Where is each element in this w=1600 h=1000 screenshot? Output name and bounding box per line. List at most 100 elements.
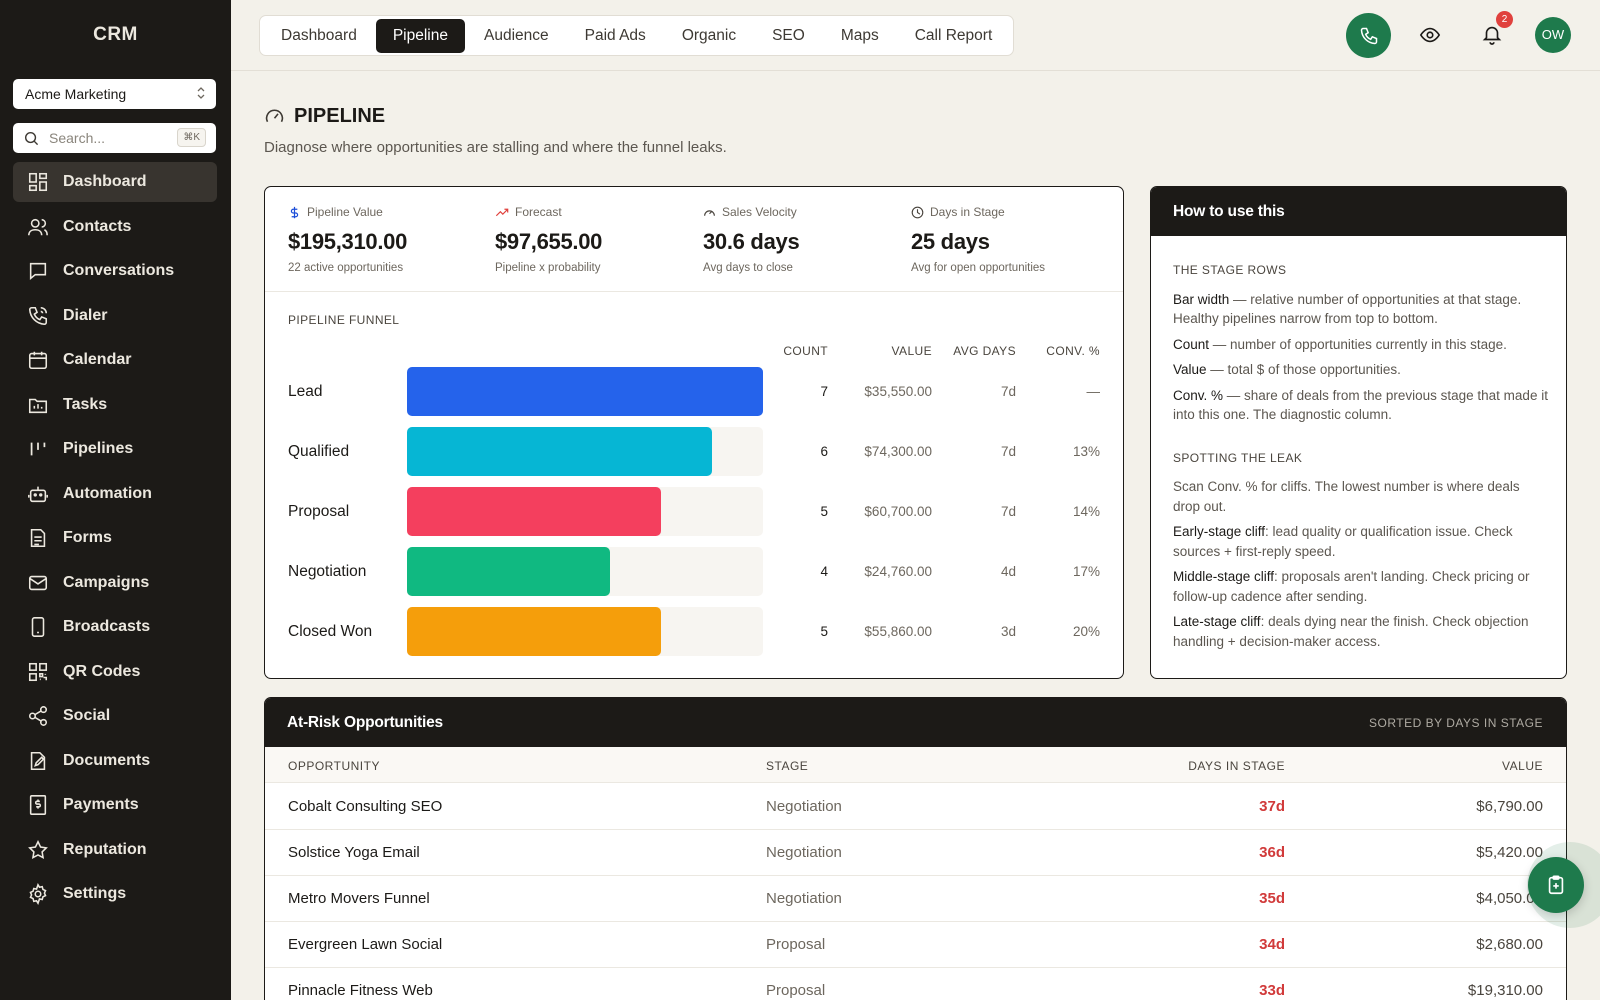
- table-row[interactable]: Solstice Yoga Email Negotiation 36d $5,4…: [265, 830, 1566, 876]
- funnel-value: $24,760.00: [864, 564, 932, 579]
- tab-dashboard[interactable]: Dashboard: [281, 26, 357, 44]
- metric-label: Days in Stage: [911, 205, 1111, 219]
- chat-icon: [29, 262, 47, 280]
- sidebar-item-campaigns[interactable]: Campaigns: [13, 563, 217, 603]
- sidebar-item-broadcasts[interactable]: Broadcasts: [13, 607, 217, 647]
- metric-sub: Pipeline x probability: [495, 262, 601, 274]
- funnel-conv: 14%: [1072, 504, 1100, 519]
- funnel-bar-fill: [407, 607, 662, 656]
- receipt-icon: [29, 795, 47, 815]
- sidebar-item-label: Documents: [63, 751, 151, 769]
- chevron-updown-icon: [197, 87, 205, 99]
- funnel-value: $35,550.00: [864, 384, 932, 399]
- sidebar-item-qr-codes[interactable]: QR Codes: [13, 652, 217, 692]
- funnel-stage: Proposal: [288, 503, 350, 520]
- column-header-opportunity[interactable]: OPPORTUNITY: [288, 759, 380, 773]
- help-item: Middle-stage cliff: proposals aren't lan…: [1173, 567, 1548, 606]
- help-term: Bar width: [1173, 291, 1230, 307]
- funnel-stage: Negotiation: [288, 563, 367, 580]
- avatar[interactable]: OW: [1535, 17, 1571, 53]
- help-text: : deals dying near the finish. Check obj…: [1173, 614, 1529, 649]
- table-row[interactable]: Pinnacle Fitness Web Proposal 33d $19,31…: [265, 968, 1566, 1000]
- search-input[interactable]: Search... ⌘K: [13, 123, 216, 153]
- tab-pipeline[interactable]: Pipeline: [375, 18, 465, 53]
- sidebar-item-label: Forms: [63, 529, 112, 546]
- tab-audience[interactable]: Audience: [483, 26, 549, 44]
- eye-icon: [1419, 27, 1441, 43]
- opportunity-name: Pinnacle Fitness Web: [288, 982, 433, 999]
- sidebar-item-pipelines[interactable]: Pipelines: [13, 429, 217, 469]
- funnel-conv: —: [1086, 384, 1101, 399]
- opportunity-name: Evergreen Lawn Social: [288, 936, 443, 953]
- sidebar-item-calendar[interactable]: Calendar: [13, 340, 217, 380]
- tab-call-report[interactable]: Call Report: [914, 26, 993, 44]
- sidebar-item-automation[interactable]: Automation: [13, 474, 217, 514]
- dashboard-icon: [28, 172, 48, 192]
- bell-icon: [1482, 26, 1502, 45]
- dollar-icon: [290, 206, 299, 218]
- tab-organic[interactable]: Organic: [681, 26, 737, 44]
- funnel-row-proposal[interactable]: Proposal 5 $60,700.00 7d 14%: [265, 487, 1123, 537]
- help-item: Early-stage cliff: lead quality or quali…: [1173, 522, 1548, 561]
- tab-paid-ads[interactable]: Paid Ads: [584, 26, 646, 44]
- notifications-button[interactable]: [1481, 22, 1503, 51]
- table-row[interactable]: Metro Movers Funnel Negotiation 35d $4,0…: [265, 876, 1566, 922]
- opportunity-stage: Negotiation: [766, 844, 842, 861]
- gauge-icon: [704, 209, 715, 216]
- help-text: — relative number of opportunities at th…: [1173, 291, 1522, 327]
- funnel-bar-fill: [407, 547, 611, 596]
- opportunity-days: 36d: [1259, 844, 1285, 861]
- opportunity-stage: Negotiation: [766, 890, 842, 907]
- sidebar-item-tasks[interactable]: Tasks: [13, 385, 217, 425]
- column-header-value[interactable]: VALUE: [1502, 759, 1543, 773]
- sidebar-item-label: QR Codes: [63, 662, 141, 680]
- funnel-title: PIPELINE FUNNEL: [288, 313, 400, 327]
- sidebar-item-label: Social: [63, 707, 111, 724]
- opportunity-days: 34d: [1259, 936, 1285, 953]
- funnel-avg-days: 7d: [1000, 504, 1016, 519]
- pipeline-card: Pipeline Value $195,310.00 22 active opp…: [264, 186, 1124, 679]
- account-switcher[interactable]: Acme Marketing: [13, 79, 216, 109]
- clipboard-fab-button[interactable]: [1528, 857, 1584, 913]
- funnel-row-qualified[interactable]: Qualified 6 $74,300.00 7d 13%: [265, 427, 1123, 477]
- help-text: : proposals aren't landing. Check pricin…: [1173, 569, 1530, 604]
- preview-button[interactable]: [1419, 24, 1441, 51]
- sidebar-item-dialer[interactable]: Dialer: [13, 296, 217, 336]
- metric-sub: 22 active opportunities: [288, 262, 404, 274]
- pipelines-icon: [30, 442, 46, 456]
- funnel-bar-fill: [407, 427, 713, 476]
- at-risk-card: At-Risk Opportunities SORTED BY DAYS IN …: [264, 697, 1567, 1000]
- sidebar-item-reputation[interactable]: Reputation: [13, 830, 217, 870]
- tab-maps[interactable]: Maps: [840, 26, 879, 44]
- sidebar-item-social[interactable]: Social: [13, 696, 217, 736]
- metric-label-text: Days in Stage: [930, 205, 1005, 219]
- tab-seo[interactable]: SEO: [772, 26, 805, 44]
- sidebar-item-conversations[interactable]: Conversations: [13, 251, 217, 291]
- call-button[interactable]: [1346, 13, 1391, 58]
- sidebar-item-documents[interactable]: Documents: [13, 741, 217, 781]
- sidebar-item-dashboard[interactable]: Dashboard: [13, 162, 217, 202]
- funnel-row-negotiation[interactable]: Negotiation 4 $24,760.00 4d 17%: [265, 547, 1123, 597]
- table-row[interactable]: Evergreen Lawn Social Proposal 34d $2,68…: [265, 922, 1566, 968]
- sidebar-item-label: Contacts: [63, 217, 132, 235]
- metric-label: Pipeline Value: [288, 205, 488, 219]
- sidebar-item-forms[interactable]: Forms: [13, 518, 217, 558]
- sidebar-item-payments[interactable]: Payments: [13, 785, 217, 825]
- funnel-row-closed-won[interactable]: Closed Won 5 $55,860.00 3d 20%: [265, 607, 1123, 657]
- column-header-stage[interactable]: STAGE: [766, 759, 809, 773]
- funnel-row-lead[interactable]: Lead 7 $35,550.00 7d —: [265, 367, 1123, 417]
- sidebar-item-label: Automation: [63, 484, 152, 502]
- metric-forecast: Forecast $97,655.00 Pipeline x probabili…: [495, 205, 695, 274]
- funnel-count: 5: [820, 624, 828, 639]
- opportunity-stage: Proposal: [766, 936, 826, 953]
- sidebar-item-settings[interactable]: Settings: [13, 874, 217, 914]
- sidebar-item-contacts[interactable]: Contacts: [13, 207, 217, 247]
- table-row[interactable]: Cobalt Consulting SEO Negotiation 37d $6…: [265, 784, 1566, 830]
- metric-sub: Avg days to close: [703, 262, 793, 274]
- funnel-bar-track: [407, 367, 763, 416]
- share-icon: [28, 706, 48, 726]
- help-term: Middle-stage cliff: [1173, 569, 1275, 584]
- column-header-days[interactable]: DAYS IN STAGE: [1188, 759, 1285, 773]
- calendar-icon: [28, 351, 48, 370]
- document-edit-icon: [30, 751, 46, 770]
